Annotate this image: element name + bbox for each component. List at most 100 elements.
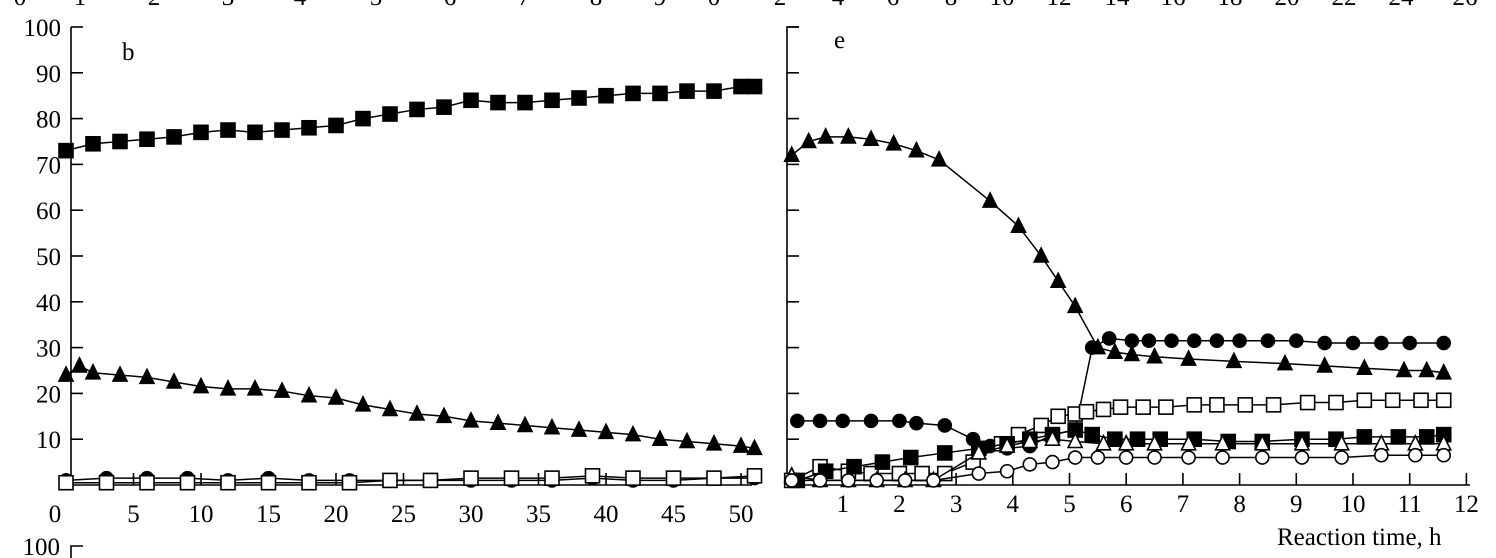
series-line: [791, 136, 1444, 374]
x-tick-label: 9: [1290, 491, 1303, 518]
data-point: [897, 473, 913, 488]
data-point: [301, 474, 317, 491]
data-point: [1050, 408, 1066, 425]
data-point: [812, 413, 828, 429]
data-point: [1107, 431, 1123, 448]
data-point: [246, 379, 264, 396]
x-tick-label: 8: [1233, 491, 1246, 518]
data-point: [1436, 447, 1452, 463]
next-panel-y-tick: 100: [23, 534, 61, 558]
data-point: [1328, 394, 1344, 411]
data-point: [1214, 433, 1231, 451]
data-point: [220, 122, 236, 138]
data-point: [1418, 360, 1436, 378]
data-point: [874, 454, 891, 470]
y-tick-label: 10: [36, 427, 61, 454]
data-point: [862, 129, 880, 147]
data-point: [260, 474, 277, 491]
y-tick-label: 80: [36, 107, 61, 134]
data-point: [1408, 447, 1423, 463]
y-tick-label: 50: [36, 244, 61, 271]
y-tick-label: 40: [36, 290, 61, 317]
data-point: [1253, 433, 1271, 451]
top-strip-tick-label: 9: [654, 0, 667, 11]
data-point: [1033, 417, 1049, 434]
data-point: [247, 124, 263, 141]
x-tick-label: 4: [1007, 491, 1020, 518]
series-line: [65, 365, 755, 450]
data-point: [570, 420, 588, 437]
series-filled-square: [58, 78, 763, 159]
top-strip-tick-label: 20: [1275, 0, 1300, 11]
data-point: [1101, 331, 1117, 346]
top-strip-tick-label: 8: [590, 0, 603, 11]
x-tick-label: 3: [950, 491, 963, 518]
data-point: [1021, 431, 1039, 449]
data-point: [624, 424, 642, 442]
y-tick-label: 90: [36, 61, 61, 88]
data-point: [652, 85, 668, 102]
data-point: [435, 406, 453, 424]
data-point: [422, 472, 439, 489]
x-tick-label: 1: [836, 491, 849, 518]
top-strip-tick-label: 4: [832, 0, 845, 11]
data-point: [1180, 433, 1197, 451]
data-point: [1299, 394, 1316, 411]
data-point: [1276, 353, 1294, 371]
data-point: [58, 142, 74, 159]
data-point: [85, 135, 101, 152]
data-point: [909, 415, 924, 431]
y-tick-label: 20: [36, 381, 61, 408]
data-point: [1333, 433, 1350, 451]
x-tick-label: 35: [526, 501, 551, 528]
data-point: [706, 83, 722, 99]
data-point: [869, 473, 885, 488]
data-point: [584, 468, 601, 484]
x-tick-label: 0: [49, 501, 62, 528]
data-point: [463, 92, 479, 109]
data-point: [1356, 358, 1373, 376]
data-point: [625, 85, 641, 102]
data-point: [1294, 450, 1310, 465]
data-point: [1374, 447, 1389, 463]
data-point: [1345, 335, 1361, 351]
data-point: [1418, 429, 1435, 445]
data-point: [327, 388, 345, 405]
data-point: [1090, 450, 1106, 465]
data-point: [489, 413, 507, 430]
top-strip-tick-label: 26: [1453, 0, 1478, 11]
data-point: [1067, 450, 1083, 465]
data-point: [165, 372, 183, 389]
x-tick-label: 2: [893, 491, 906, 518]
data-point: [800, 131, 817, 149]
data-point: [1334, 450, 1349, 465]
data-point: [970, 443, 988, 460]
top-strip-tick-label: 2: [148, 0, 161, 11]
data-point: [1390, 429, 1407, 445]
data-point: [1181, 450, 1196, 465]
data-point: [1225, 351, 1243, 369]
data-point: [790, 413, 805, 429]
y-tick-label: 60: [36, 198, 61, 225]
data-point: [179, 474, 196, 491]
data-point: [1135, 399, 1152, 415]
data-point: [746, 468, 763, 484]
data-point: [543, 417, 561, 435]
series-line: [791, 399, 1444, 482]
top-strip-tick-label: 4: [294, 0, 307, 11]
y-tick-label: 30: [36, 336, 61, 363]
data-point: [409, 101, 425, 118]
data-point: [746, 78, 763, 95]
data-point: [274, 122, 290, 138]
data-point: [490, 94, 506, 111]
data-point: [193, 124, 209, 141]
data-point: [1374, 335, 1389, 351]
panel-e-label: e: [834, 27, 845, 54]
x-tick-label: 30: [459, 501, 484, 528]
data-point: [998, 436, 1016, 453]
top-strip-tick-label: 18: [1218, 0, 1243, 11]
data-point: [1186, 397, 1203, 413]
data-point: [1117, 433, 1135, 451]
data-point: [1066, 431, 1084, 449]
